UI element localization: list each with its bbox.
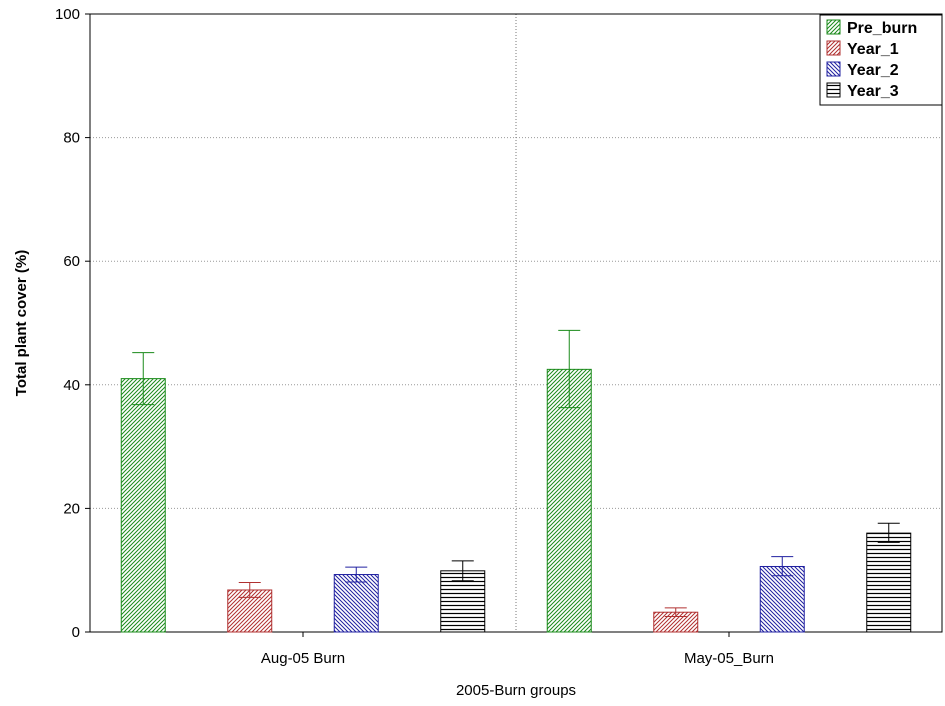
legend-swatch	[826, 40, 841, 56]
bar-pre-burn	[546, 368, 592, 633]
error-bar	[238, 582, 261, 598]
legend: Pre_burn Year_1 Year_2 Year_3	[819, 14, 943, 106]
x-axis-title: 2005-Burn groups	[456, 682, 576, 699]
plot-frame	[89, 13, 943, 633]
bar-year-2	[759, 565, 805, 633]
y-tick-label: 40	[63, 377, 80, 394]
legend-label: Year_1	[847, 41, 899, 58]
bar-pre-burn	[120, 378, 166, 633]
y-axis-ticks: 0 20 40 60 80 100	[55, 6, 90, 641]
error-bar	[132, 352, 155, 406]
legend-label: Year_2	[847, 62, 899, 79]
category-label: Aug-05 Burn	[261, 650, 345, 667]
category-label: May-05_Burn	[684, 650, 774, 667]
y-tick-label: 0	[72, 624, 80, 641]
y-tick-label: 20	[63, 500, 80, 517]
y-tick-label: 80	[63, 130, 80, 147]
error-bar	[877, 522, 900, 543]
bars	[120, 368, 912, 633]
error-bar	[664, 607, 687, 618]
error-bar	[558, 329, 581, 409]
legend-swatch	[826, 82, 841, 98]
bar-year-3	[866, 532, 912, 633]
error-bar	[345, 566, 368, 583]
legend-swatch	[826, 61, 841, 77]
y-axis-title: Total plant cover (%)	[13, 250, 30, 396]
legend-label: Year_3	[847, 83, 899, 100]
y-tick-label: 60	[63, 253, 80, 270]
error-bar	[771, 556, 794, 577]
gridlines	[90, 14, 942, 632]
category-labels: Aug-05 Burn May-05_Burn	[261, 632, 774, 667]
legend-swatch	[826, 19, 841, 35]
legend-label: Pre_burn	[847, 20, 917, 37]
plot-area: 0 20 40 60 80 100 Aug-05 Burn May-05_Burn	[55, 6, 943, 667]
y-tick-label: 100	[55, 6, 80, 23]
error-bars	[132, 329, 900, 618]
error-bar	[451, 560, 474, 582]
bar-year-2	[333, 574, 379, 633]
